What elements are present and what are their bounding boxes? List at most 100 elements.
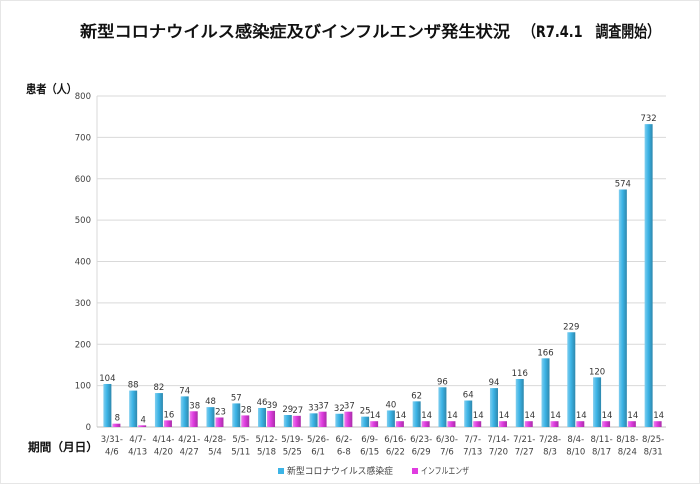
series-0-value-label: 166 (537, 348, 553, 358)
series-0-value-label: 116 (512, 369, 528, 379)
series-0-bar (283, 415, 292, 427)
series-1-bar (602, 421, 611, 427)
legend-item-influenza: インフルエンザ (412, 466, 469, 477)
series-1-bar (318, 411, 327, 427)
series-0-bar (567, 332, 576, 427)
series-0-value-label: 732 (640, 114, 656, 124)
series-1-value-label: 14 (370, 411, 381, 421)
series-1-bar (653, 421, 662, 427)
y-tick-label: 300 (75, 299, 91, 309)
series-0-bar (515, 379, 524, 427)
x-tick-label: 7/14-7/20 (487, 435, 509, 458)
series-1-bar (292, 415, 301, 427)
x-tick-label: 4/28-5/4 (204, 435, 226, 458)
series-0-value-label: 62 (411, 391, 422, 401)
series-0-value-label: 33 (308, 403, 319, 413)
series-1-bar (627, 421, 636, 427)
series-0-bar (129, 390, 138, 427)
x-tick-label: 4/14-4/20 (152, 435, 174, 458)
series-1-bar (344, 411, 353, 427)
series-1-bar (447, 421, 456, 427)
series-0-value-label: 229 (563, 322, 579, 332)
x-tick-label: 7/21-7/27 (513, 435, 535, 458)
series-0-value-label: 74 (179, 386, 190, 396)
series-1-bar (267, 410, 276, 427)
y-axis: 0 100 200 300 400 500 600 700 800 (75, 92, 91, 433)
y-axis-title: 患者（人） (26, 82, 77, 96)
series-1-value-label: 28 (241, 405, 252, 415)
series-1-value-label: 23 (215, 407, 226, 417)
series-1-bar (189, 411, 198, 427)
series-1-value-label: 38 (189, 401, 200, 411)
x-tick-label: 6/23-6/29 (410, 435, 432, 458)
series-1-bar (473, 421, 482, 427)
series-0-bar (335, 413, 344, 427)
y-tick-label: 800 (75, 92, 91, 102)
series-1-bar (421, 421, 430, 427)
y-tick-label: 100 (75, 382, 91, 392)
series-0-bar (464, 400, 473, 427)
x-tick-label: 5/19-5/25 (281, 435, 303, 458)
x-tick-label: 6/16-6/22 (384, 435, 406, 458)
y-tick-label: 400 (75, 258, 91, 268)
x-tick-label: 8/25-8/31 (642, 435, 664, 458)
x-tick-label: 5/5-5/11 (231, 435, 250, 458)
series-1-value-label: 14 (473, 411, 484, 421)
series-0-value-label: 46 (257, 398, 268, 408)
series-1-bar (138, 425, 147, 427)
series-1-bar (550, 421, 559, 427)
series-0-value-label: 29 (282, 405, 293, 415)
series-1-value-label: 4 (140, 415, 145, 425)
y-tick-label: 600 (75, 175, 91, 185)
series-1-value-label: 14 (447, 411, 458, 421)
series-0-value-label: 32 (334, 404, 345, 414)
x-tick-label: 4/21-4/27 (178, 435, 200, 458)
series-1-bar (241, 415, 250, 427)
series-0-value-label: 48 (205, 397, 216, 407)
series-0-bar (232, 403, 241, 427)
series-0-value-label: 82 (154, 383, 165, 393)
series-1-bar (112, 423, 121, 427)
series-1-value-label: 14 (524, 411, 535, 421)
legend-swatch-influenza (412, 468, 418, 474)
series-1-value-label: 14 (602, 411, 613, 421)
series-0-bar (103, 383, 112, 427)
series-1-value-label: 27 (292, 406, 303, 416)
bars (103, 124, 662, 427)
series-0-value-label: 64 (463, 391, 474, 401)
x-tick-label: 6/2-6-8 (335, 435, 352, 458)
series-0-bar (412, 401, 421, 427)
x-axis-title: 期間（月日） (28, 440, 98, 454)
series-0-bar (618, 189, 627, 427)
series-1-value-label: 14 (576, 411, 587, 421)
legend-swatch-covid (278, 468, 284, 474)
series-1-bar (498, 421, 507, 427)
series-0-value-label: 120 (589, 367, 605, 377)
series-1-value-label: 14 (395, 411, 406, 421)
chart-title: 新型コロナウイルス感染症及びインフルエンザ発生状況 (80, 22, 510, 41)
y-tick-label: 700 (75, 133, 91, 143)
series-1-value-label: 14 (421, 411, 432, 421)
series-0-value-label: 88 (128, 381, 139, 391)
x-tick-label: 7/7-7/13 (463, 435, 482, 458)
series-1-bar (576, 421, 585, 427)
x-tick-label: 8/18-8/24 (616, 435, 638, 458)
series-0-value-label: 57 (231, 393, 242, 403)
x-tick-label: 6/9-6/15 (360, 435, 379, 458)
series-1-value-label: 37 (318, 402, 329, 412)
series-1-value-label: 16 (164, 410, 175, 420)
y-tick-label: 500 (75, 216, 91, 226)
y-tick-label: 0 (86, 423, 91, 433)
series-1-bar (370, 421, 379, 427)
series-1-value-label: 39 (267, 401, 278, 411)
series-1-bar (395, 421, 404, 427)
legend-label-influenza: インフルエンザ (421, 466, 469, 477)
legend: 新型コロナウイルス感染症 インフルエンザ (278, 465, 469, 477)
series-1-value-label: 14 (550, 411, 561, 421)
series-0-bar (593, 377, 602, 427)
x-tick-label: 7/28-8/3 (539, 435, 561, 458)
series-1-bar (215, 417, 224, 427)
series-1-bar (524, 421, 533, 427)
series-1-value-label: 14 (653, 411, 664, 421)
